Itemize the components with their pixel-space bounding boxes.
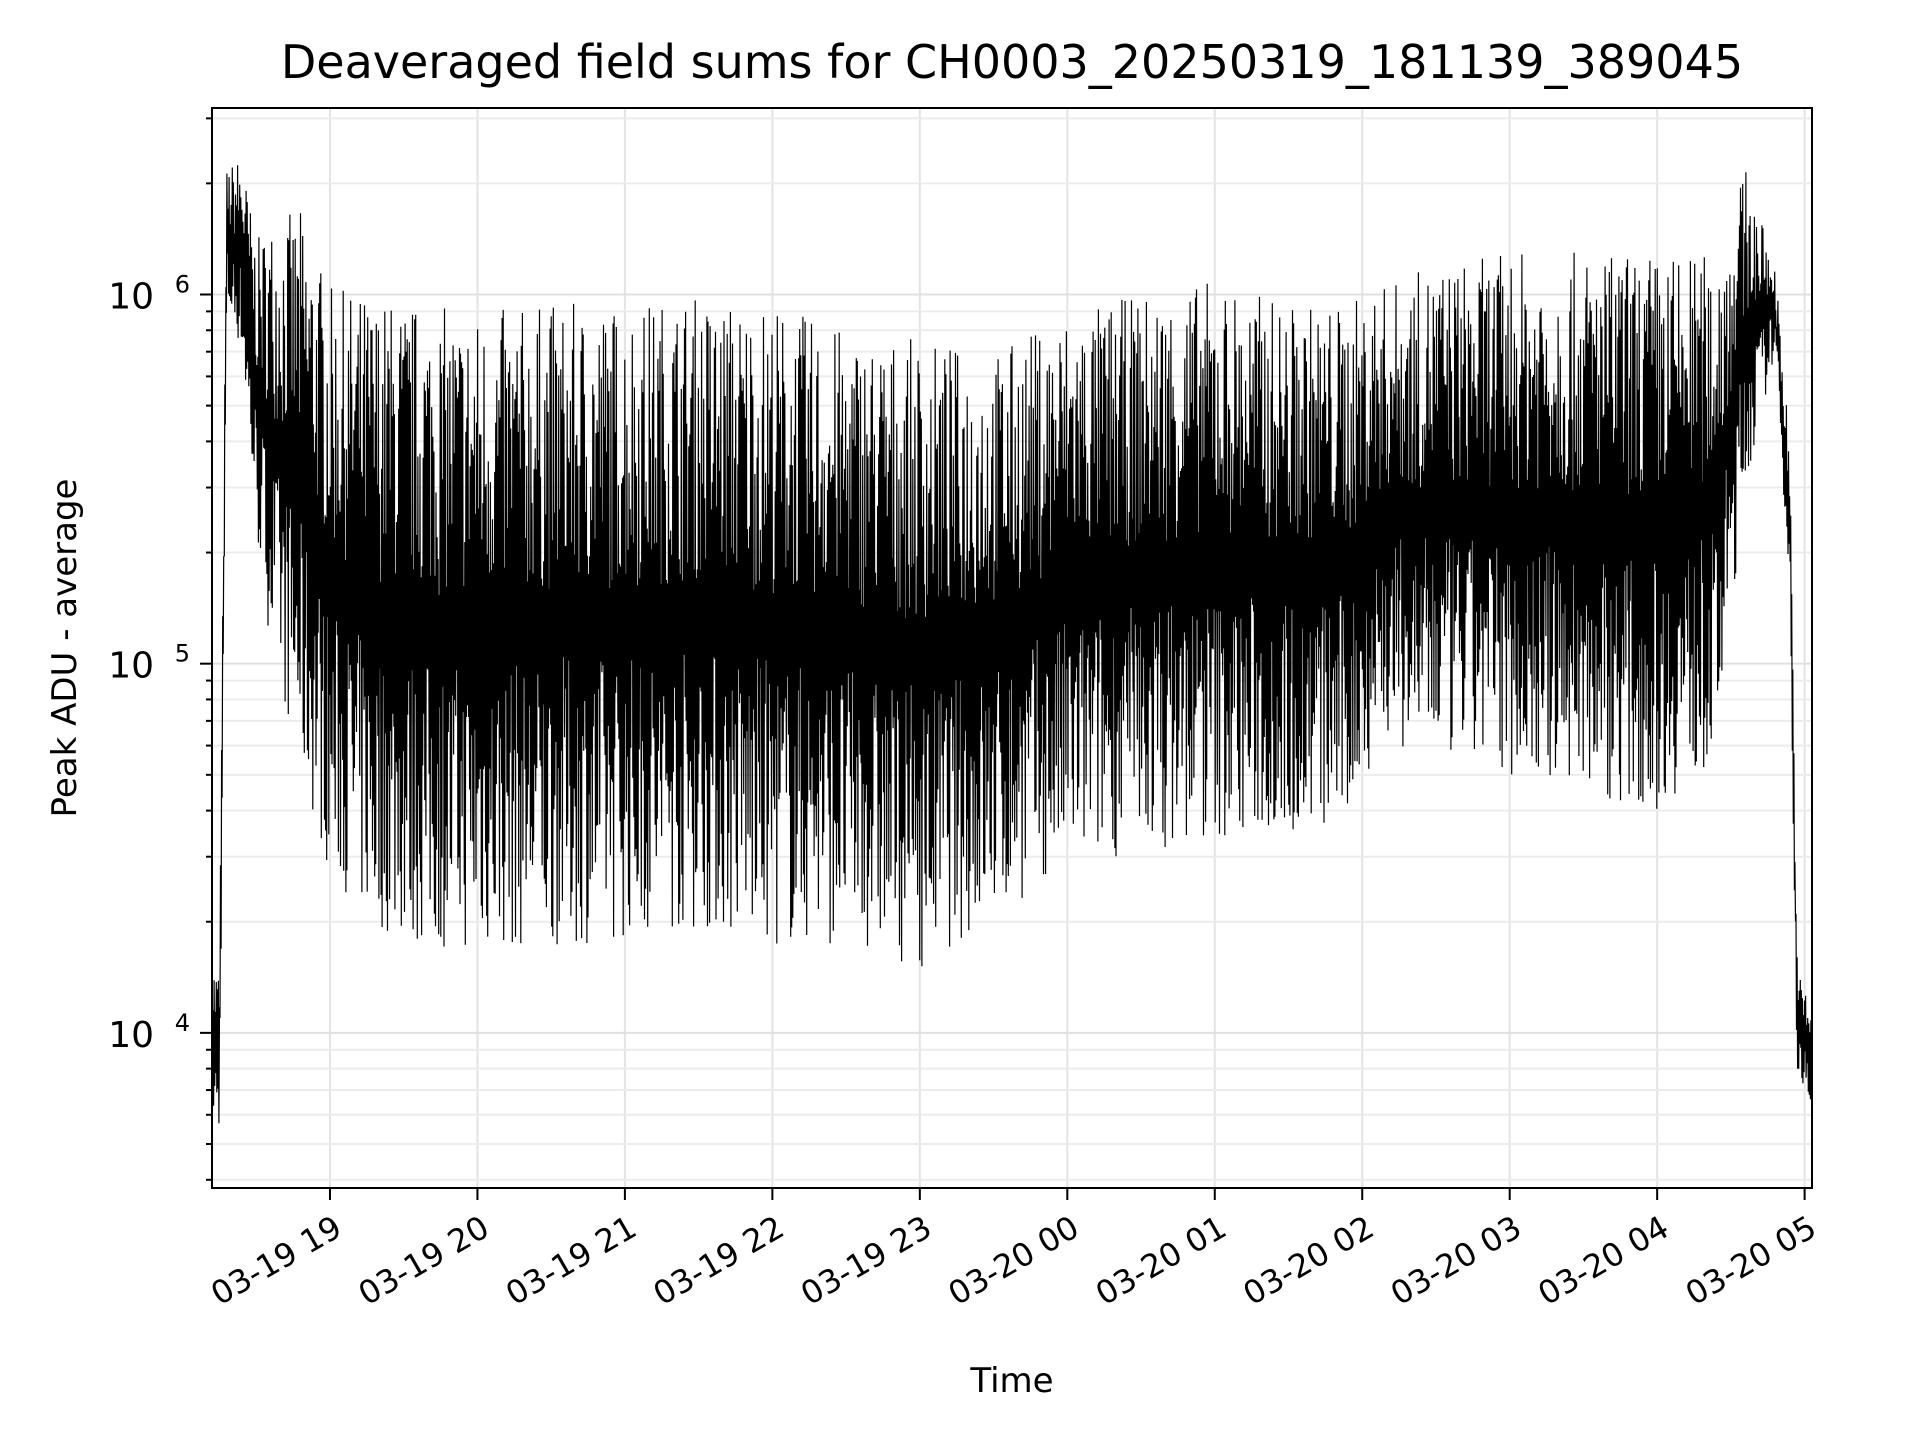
y-tick-label: 10 [108, 276, 154, 317]
plot-frame [211, 107, 1813, 1189]
x-tick-label: 03-19 19 [204, 1208, 348, 1313]
x-tick-label: 03-20 02 [1237, 1208, 1381, 1313]
x-tick-label: 03-20 03 [1384, 1208, 1528, 1313]
y-tick-label: 10 [108, 646, 154, 687]
x-tick-label: 03-19 22 [647, 1208, 791, 1313]
x-tick-label: 03-19 20 [352, 1208, 496, 1313]
x-tick-label: 03-20 01 [1089, 1208, 1233, 1313]
x-tick-label: 03-20 04 [1532, 1208, 1676, 1313]
x-axis-label: Time [969, 1361, 1053, 1401]
x-tick-label: 03-20 05 [1679, 1208, 1823, 1313]
y-tick-exponent: 6 [175, 270, 190, 298]
y-tick-exponent: 5 [175, 640, 190, 668]
y-axis-label: Peak ADU - average [45, 479, 85, 818]
y-tick-label: 10 [108, 1015, 154, 1056]
x-tick-label: 03-19 23 [794, 1208, 938, 1313]
y-axis: 10 4 10 5 10 6 [108, 117, 212, 1181]
series-line [211, 165, 1813, 1124]
x-axis: 03-19 19 03-19 20 03-19 21 03-19 22 03-19 23… [204, 1188, 1823, 1313]
x-tick-label: 03-20 00 [942, 1208, 1086, 1313]
x-tick-label: 03-19 21 [499, 1208, 643, 1313]
chart-title: Deaveraged field sums for CH0003_2025031… [281, 35, 1743, 89]
y-tick-exponent: 4 [175, 1009, 190, 1037]
